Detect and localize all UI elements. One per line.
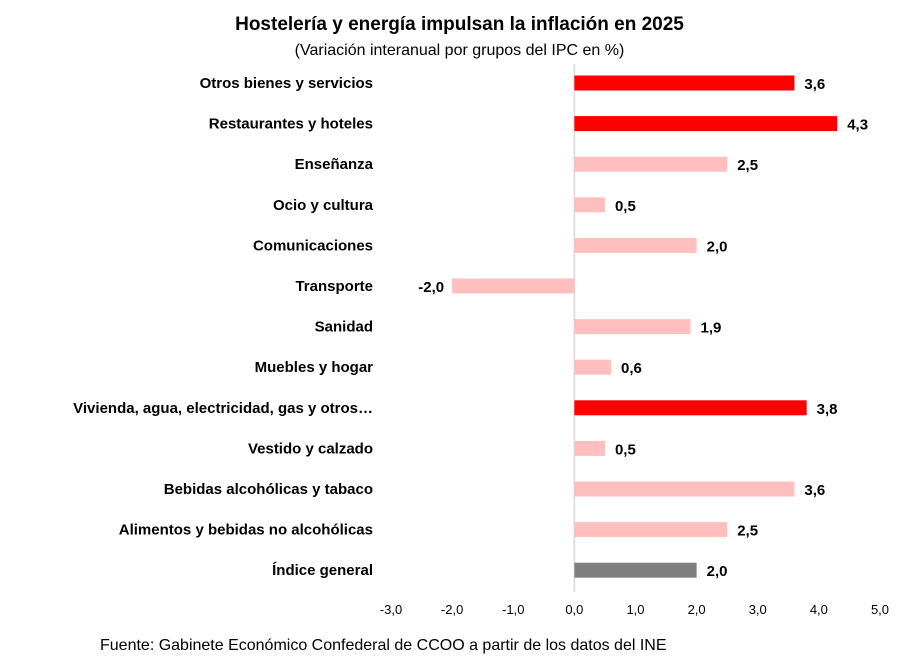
category-label: Otros bienes y servicios [200, 75, 373, 92]
bar [574, 75, 795, 91]
category-label: Muebles y hogar [255, 359, 374, 376]
category-label: Sanidad [315, 319, 373, 336]
category-label: Ocio y cultura [273, 197, 374, 214]
x-tick-label: 1,0 [626, 602, 644, 617]
value-label: -2,0 [418, 279, 444, 296]
x-tick-label: -2,0 [441, 602, 463, 617]
bar [574, 116, 838, 132]
bar [574, 237, 697, 253]
x-tick-label: -3,0 [380, 602, 402, 617]
chart-title: Hostelería y energía impulsan la inflaci… [235, 14, 684, 35]
value-label: 2,5 [737, 157, 758, 174]
category-label: Índice general [272, 562, 373, 579]
value-label: 0,5 [615, 198, 636, 215]
bar [574, 156, 728, 172]
category-label: Enseñanza [295, 156, 374, 173]
category-label: Restaurantes y hoteles [209, 116, 373, 133]
value-label: 2,0 [707, 563, 728, 580]
value-label: 1,9 [701, 320, 722, 337]
bar [574, 440, 605, 456]
chart-subtitle: (Variación interanual por grupos del IPC… [294, 42, 625, 59]
x-tick-label: -1,0 [502, 602, 524, 617]
bar [574, 400, 807, 416]
x-tick-label: 0,0 [565, 602, 583, 617]
value-label: 2,5 [737, 523, 758, 540]
category-label: Bebidas alcohólicas y tabaco [164, 481, 373, 498]
value-label: 0,5 [615, 441, 636, 458]
bar [574, 197, 605, 213]
bar [574, 481, 795, 497]
x-tick-label: 3,0 [749, 602, 767, 617]
value-label: 4,3 [847, 117, 868, 134]
category-label: Alimentos y bebidas no alcohólicas [119, 522, 373, 539]
bar [452, 278, 575, 294]
bar [574, 562, 697, 578]
x-tick-label: 4,0 [810, 602, 828, 617]
x-tick-label: 2,0 [688, 602, 706, 617]
bar [574, 522, 728, 538]
value-label: 0,6 [621, 360, 642, 377]
value-label: 2,0 [707, 238, 728, 255]
bar [574, 319, 691, 335]
x-tick-label: 5,0 [871, 602, 889, 617]
category-label: Vestido y calzado [248, 440, 373, 457]
category-label: Transporte [295, 278, 373, 295]
value-label: 3,8 [817, 401, 838, 418]
value-label: 3,6 [804, 482, 825, 499]
value-label: 3,6 [804, 76, 825, 93]
source-note: Fuente: Gabinete Económico Confederal de… [100, 637, 667, 654]
category-label: Comunicaciones [253, 237, 373, 254]
bar [574, 359, 612, 375]
category-label: Vivienda, agua, electricidad, gas y otro… [73, 400, 373, 417]
